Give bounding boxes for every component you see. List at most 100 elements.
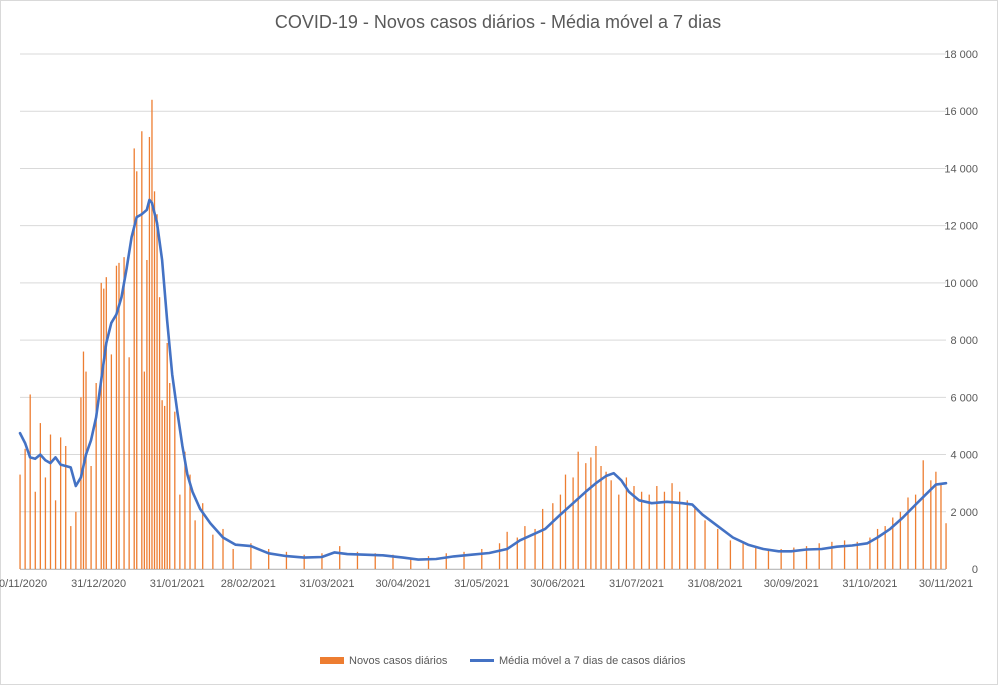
y-tick-label: 6 000: [950, 392, 978, 404]
legend-label-line: Média móvel a 7 dias de casos diários: [499, 655, 686, 667]
bar: [445, 553, 447, 569]
bar: [671, 483, 673, 569]
x-tick-label: 31/07/2021: [609, 578, 664, 590]
bar: [742, 543, 744, 569]
bar: [633, 486, 635, 569]
x-tick-label: 31/05/2021: [454, 578, 509, 590]
line-series: [18, 198, 948, 561]
bar: [339, 546, 341, 569]
bar: [618, 494, 620, 569]
bar: [595, 445, 597, 569]
bar: [805, 546, 808, 569]
bar: [524, 526, 526, 569]
bar: [179, 494, 181, 569]
bar: [161, 400, 163, 569]
bar: [755, 546, 757, 569]
bar: [940, 483, 942, 569]
bar: [818, 543, 820, 569]
bar: [34, 491, 36, 569]
bar: [44, 477, 47, 569]
bar: [516, 537, 518, 569]
bar: [884, 526, 886, 569]
bar: [103, 288, 105, 569]
bar: [892, 517, 894, 569]
bar: [212, 534, 214, 569]
bar: [174, 411, 176, 569]
bar: [153, 191, 156, 570]
bar: [39, 423, 41, 569]
bar: [80, 397, 82, 569]
bar: [70, 526, 72, 569]
y-tick-label: 10 000: [944, 278, 978, 290]
legend-label-bars: Novos casos diários: [349, 655, 448, 667]
bar: [577, 451, 579, 569]
bar: [704, 520, 706, 569]
bar: [780, 548, 782, 569]
bar: [914, 494, 917, 569]
bar: [118, 262, 120, 569]
x-tick-label: 31/01/2021: [150, 578, 205, 590]
bar: [729, 540, 732, 569]
bar: [143, 371, 146, 569]
y-axis: 0 2 000 4 000 6 000 8 000 10 000 12 000 14 000 1…: [944, 49, 978, 576]
bar: [564, 474, 567, 569]
bar: [498, 543, 501, 569]
bar: [184, 451, 186, 569]
bar: [930, 480, 932, 569]
bar: [843, 540, 846, 569]
legend: Novos casos diários Média móvel a 7 dias…: [320, 655, 686, 667]
bar: [151, 99, 153, 570]
bar: [356, 551, 359, 569]
bar: [679, 491, 681, 569]
y-tick-label: 18 000: [944, 49, 978, 61]
x-tick-label: 30/04/2021: [376, 578, 431, 590]
bar: [133, 148, 135, 569]
bar: [164, 405, 166, 569]
bar: [146, 260, 148, 569]
bar: [95, 383, 97, 569]
y-tick-label: 4 000: [950, 450, 978, 462]
y-tick-label: 12 000: [944, 221, 978, 233]
bar: [285, 551, 288, 569]
bar: [105, 277, 107, 569]
x-tick-label: 30/06/2021: [530, 578, 585, 590]
bar: [75, 511, 77, 569]
bar: [717, 528, 719, 569]
bar: [427, 556, 430, 569]
bar: [534, 528, 536, 569]
bar: [19, 474, 21, 569]
bar: [640, 491, 643, 569]
bar: [572, 477, 574, 569]
y-tick-label: 16 000: [944, 106, 978, 118]
x-axis: 30/11/2020 31/12/2020 31/01/2021 28/02/2021…: [0, 569, 973, 590]
bar: [506, 531, 508, 569]
bar: [158, 297, 161, 569]
chart-title: COVID-19 - Novos casos diários - Média m…: [275, 12, 721, 32]
x-tick-label: 31/08/2021: [688, 578, 743, 590]
bar: [605, 471, 607, 569]
bar: [585, 463, 587, 569]
bar: [945, 523, 947, 569]
bar: [128, 357, 130, 569]
bar: [29, 394, 31, 569]
bar: [202, 503, 204, 569]
bar: [49, 434, 52, 569]
x-tick-label: 31/12/2020: [71, 578, 126, 590]
bar: [321, 553, 323, 569]
bar: [374, 553, 376, 569]
y-tick-label: 14 000: [944, 163, 978, 175]
bar: [303, 554, 305, 569]
bar: [123, 257, 125, 569]
x-tick-label: 31/10/2021: [842, 578, 897, 590]
bar: [65, 445, 67, 569]
bar: [169, 383, 171, 569]
bar: [610, 480, 612, 569]
bar: [110, 354, 113, 569]
y-tick-label: 2 000: [950, 507, 978, 519]
bar: [100, 282, 102, 569]
bar: [869, 537, 871, 569]
x-tick-label: 28/02/2021: [221, 578, 276, 590]
bar: [24, 448, 26, 569]
bar: [899, 511, 902, 569]
